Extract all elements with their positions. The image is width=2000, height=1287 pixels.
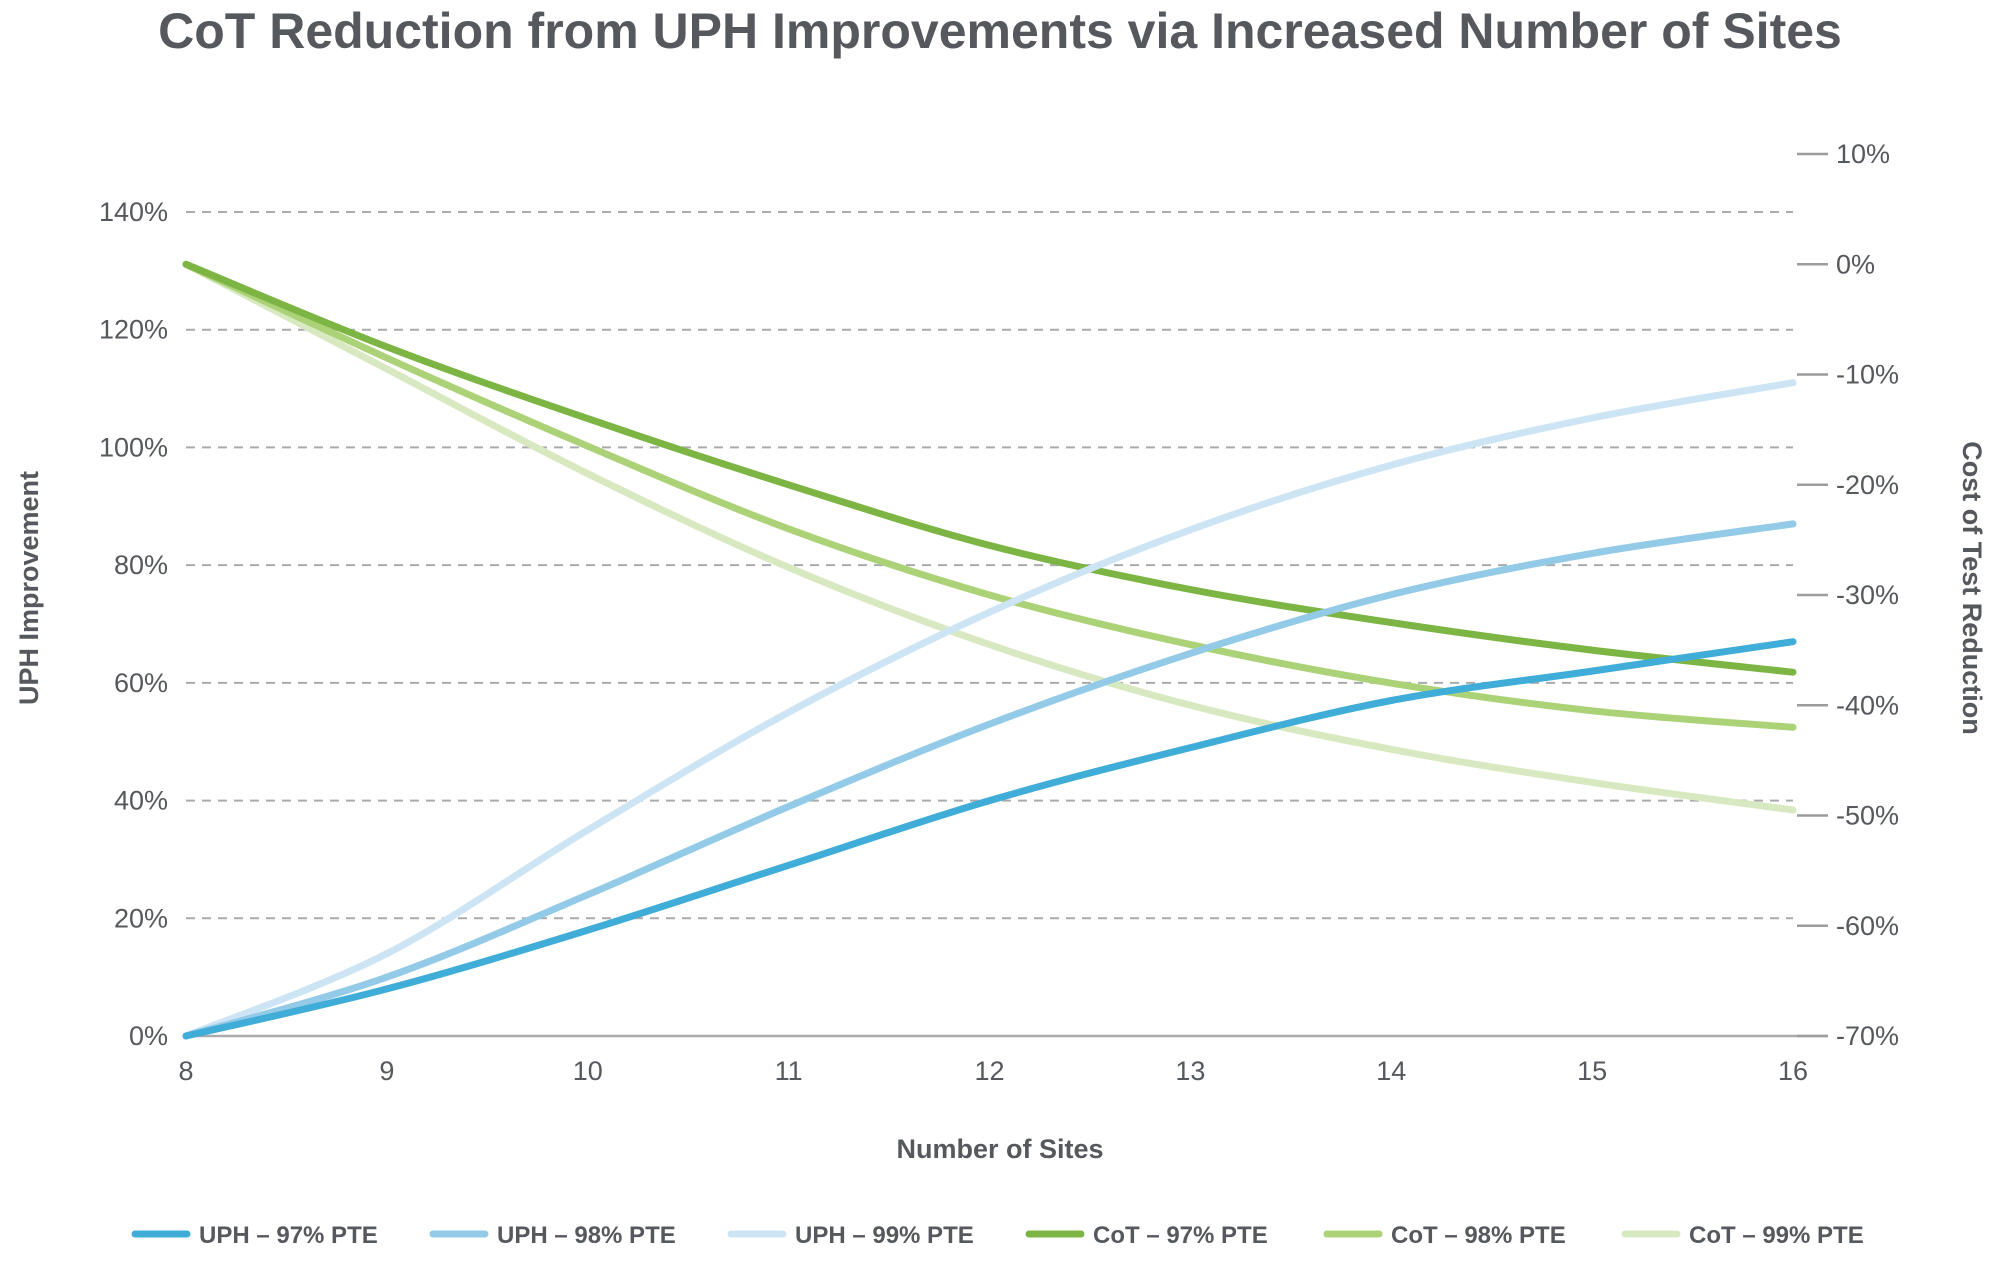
x-tick-label: 12 [974,1056,1004,1086]
y-tick-label: 140% [99,197,168,227]
x-tick-label: 15 [1577,1056,1607,1086]
y-axis-left-title: UPH Improvement [14,471,44,705]
y-tick-label: 20% [114,903,168,933]
y2-tick-label: 10% [1836,139,1890,169]
legend: UPH – 97% PTE UPH – 98% PTE UPH – 99% PTE C… [131,1222,1864,1249]
x-tick-label: 16 [1778,1056,1808,1086]
series-line-2 [182,520,1797,1040]
y2-tick-label: -30% [1836,580,1899,610]
legend-item: UPH – 97% PTE [131,1222,378,1249]
legend-label: CoT – 97% PTE [1093,1222,1268,1249]
legend-item: CoT – 97% PTE [1025,1222,1268,1249]
series-line-5 [182,260,1797,731]
y2-tick-label: -20% [1836,470,1899,500]
series-line-4 [182,260,1797,676]
x-tick-label: 13 [1175,1056,1205,1086]
legend-item: UPH – 99% PTE [727,1222,974,1249]
y2-tick-label: -50% [1836,801,1899,831]
chart-title: CoT Reduction from UPH Improvements via … [158,3,1842,59]
series-lines [182,260,1797,1040]
y2-tick-label: -60% [1836,911,1899,941]
legend-label: CoT – 98% PTE [1391,1222,1566,1249]
legend-item: CoT – 98% PTE [1323,1222,1566,1249]
x-axis-title: Number of Sites [896,1134,1103,1164]
y2-tick-label: 0% [1836,249,1875,279]
legend-label: UPH – 97% PTE [199,1222,378,1249]
y-axis-right-title: Cost of Test Reduction [1957,441,1987,735]
x-tick-label: 9 [379,1056,394,1086]
y-tick-label: 40% [114,786,168,816]
y2-tick-label: -10% [1836,360,1899,390]
legend-item: UPH – 98% PTE [429,1222,676,1249]
legend-label: CoT – 99% PTE [1689,1222,1864,1249]
series-line-6 [182,260,1797,814]
series-line-1 [182,638,1797,1040]
legend-label: UPH – 98% PTE [497,1222,676,1249]
x-tick-label: 8 [178,1056,193,1086]
y2-tick-label: -40% [1836,690,1899,720]
y-tick-label: 100% [99,432,168,462]
x-axis-ticks: 8 9 10 11 12 13 14 15 16 [178,1056,1808,1086]
x-tick-label: 14 [1376,1056,1406,1086]
legend-label: UPH – 99% PTE [795,1222,974,1249]
y-axis-left-ticks: 0% 20% 40% 60% 80% 100% 120% 140% [99,197,168,1051]
x-tick-label: 11 [775,1056,803,1086]
gridlines [186,211,1828,1038]
legend-item: CoT – 99% PTE [1621,1222,1864,1249]
y-axis-right-ticks: -70% -60% -50% -40% -30% -20% -10% 0% 10% [1797,139,1899,1051]
y-tick-label: 120% [99,315,168,345]
y-tick-label: 60% [114,668,168,698]
y-tick-label: 80% [114,550,168,580]
y2-tick-label: -70% [1836,1021,1899,1051]
series-line-3 [182,379,1797,1040]
y-tick-label: 0% [129,1021,168,1051]
x-tick-label: 10 [573,1056,603,1086]
